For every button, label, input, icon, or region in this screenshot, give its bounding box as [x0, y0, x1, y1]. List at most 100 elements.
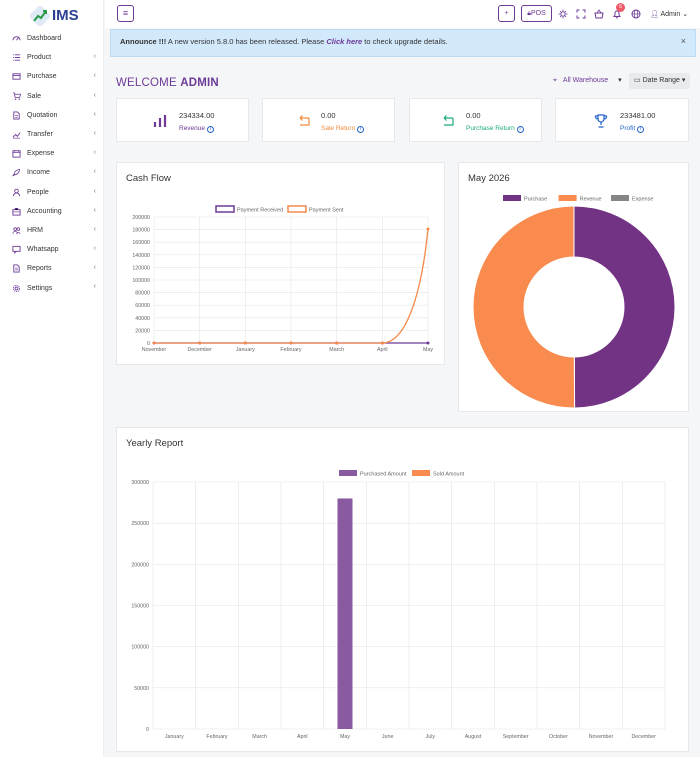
stat-label: Purchase Return i — [466, 125, 524, 133]
y-tick-label: 60000 — [135, 303, 150, 309]
app-logo[interactable]: IMS — [30, 6, 90, 26]
stat-card-profit: 233481.00 Profit i — [555, 98, 689, 142]
warehouse-select[interactable]: ⌖ All Warehouse ▾ — [553, 76, 622, 85]
lock-icon: 🔒︎ — [527, 10, 531, 17]
pie-slice — [573, 205, 676, 409]
calendar-icon — [12, 150, 21, 158]
announcement-banner: Announce !!! A new version 5.8.0 has bee… — [110, 29, 696, 57]
data-point — [289, 341, 293, 345]
globe-icon[interactable] — [631, 9, 641, 19]
fullscreen-icon[interactable] — [576, 9, 586, 19]
x-tick-label: May — [423, 347, 433, 353]
pie-slice — [472, 205, 576, 409]
sidebar-item-label: Transfer — [27, 131, 53, 139]
announcement-text: Announce !!! A new version 5.8.0 has bee… — [120, 37, 448, 46]
legend-label: Purchased Amount — [360, 472, 407, 478]
sidebar-item-income[interactable]: Income ‹ — [0, 163, 104, 182]
add-button[interactable]: + — [498, 5, 515, 22]
gear-icon — [12, 284, 21, 292]
legend-label: Payment Received — [237, 208, 283, 214]
legend-label: Purchase — [524, 197, 547, 203]
brightness-icon[interactable] — [558, 9, 568, 19]
y-tick-label: 140000 — [132, 253, 150, 259]
y-tick-label: 40000 — [135, 316, 150, 322]
chevron-left-icon: ‹ — [93, 245, 96, 253]
data-point — [335, 341, 339, 345]
sidebar-item-label: People — [27, 188, 49, 196]
legend-swatch — [503, 195, 521, 201]
sidebar-item-sale[interactable]: Sale ‹ — [0, 87, 104, 106]
list-icon — [12, 54, 21, 61]
sidebar-item-whatsapp[interactable]: Whatsapp ‹ — [0, 240, 104, 259]
data-point — [426, 341, 430, 345]
y-tick-label: 80000 — [135, 291, 150, 297]
card-icon — [12, 73, 21, 81]
date-range-button[interactable]: ▭ Date Range ▾ — [629, 73, 690, 89]
logo-icon — [30, 6, 50, 26]
sidebar-item-label: Expense — [27, 150, 55, 158]
sidebar-item-quotation[interactable]: Quotation ‹ — [0, 106, 104, 125]
x-tick-label: June — [382, 734, 394, 740]
admin-menu[interactable]: 👤︎ Admin ⌄ — [650, 10, 688, 18]
y-tick-label: 100000 — [132, 278, 150, 284]
stat-card-purchase-return: 0.00 Purchase Return i — [409, 98, 542, 142]
sidebar-item-hrm[interactable]: HRM ‹ — [0, 221, 104, 240]
user-icon: 👤︎ — [650, 11, 659, 18]
sidebar-item-accounting[interactable]: Accounting ‹ — [0, 202, 104, 221]
close-icon[interactable]: × — [680, 36, 686, 46]
data-point — [243, 341, 247, 345]
info-icon[interactable]: i — [206, 126, 214, 133]
sidebar-item-transfer[interactable]: Transfer ‹ — [0, 125, 104, 144]
stat-value: 233481.00 — [620, 111, 656, 120]
chevron-left-icon: ‹ — [93, 129, 96, 137]
trophy-icon — [594, 114, 608, 128]
info-icon[interactable]: i — [636, 126, 644, 133]
info-icon[interactable]: i — [516, 126, 524, 133]
y-tick-label: 160000 — [132, 240, 150, 246]
pos-button[interactable]: 🔒︎POS — [521, 5, 552, 22]
yearly-bar-chart: Purchased Amount Sold Amount 0 50000 100000 1… — [131, 470, 666, 740]
topbar: ≡ + 🔒︎POS 6 👤︎ Admin ⌄ — [105, 0, 700, 28]
chevron-left-icon: ‹ — [93, 283, 96, 291]
month-title: May 2026 — [468, 173, 510, 184]
legend-label: Sold Amount — [433, 472, 465, 478]
dashboard-icon — [12, 36, 21, 41]
sidebar-item-product[interactable]: Product ‹ — [0, 48, 104, 67]
stat-label: Profit i — [620, 125, 644, 133]
sidebar-item-reports[interactable]: Reports ‹ — [0, 259, 104, 278]
y-tick-label: 150000 — [131, 604, 149, 610]
stat-value: 0.00 — [466, 111, 481, 120]
bar — [337, 498, 353, 729]
sidebar-item-expense[interactable]: Expense ‹ — [0, 144, 104, 163]
chevron-left-icon: ‹ — [93, 91, 96, 99]
briefcase-icon — [12, 207, 21, 216]
caret-down-icon: ▾ — [618, 77, 622, 84]
y-tick-label: 120000 — [132, 265, 150, 271]
sidebar-item-dashboard[interactable]: Dashboard — [0, 29, 104, 48]
legend-swatch — [287, 205, 307, 213]
upgrade-link[interactable]: Click here — [326, 37, 363, 46]
chevron-left-icon: ‹ — [93, 149, 96, 157]
stat-label-text: Sale Return — [321, 125, 356, 132]
sidebar-item-label: Income — [27, 169, 50, 177]
x-tick-label: April — [377, 347, 388, 353]
info-icon[interactable]: i — [357, 126, 365, 133]
y-tick-label: 180000 — [132, 228, 150, 234]
sidebar-item-settings[interactable]: Settings ‹ — [0, 278, 104, 297]
person-icon — [12, 188, 21, 196]
sidebar-item-purchase[interactable]: Purchase ‹ — [0, 67, 104, 86]
welcome-heading: WELCOME ADMIN — [116, 77, 219, 89]
stat-value: 234334.00 — [179, 111, 215, 120]
y-tick-label: 200000 — [131, 562, 149, 568]
legend-swatch — [558, 195, 577, 201]
x-tick-label: January — [236, 347, 255, 353]
chevron-left-icon: ‹ — [93, 225, 96, 233]
welcome-prefix: WELCOME — [116, 77, 181, 89]
basket-icon[interactable] — [594, 9, 604, 19]
data-point — [380, 341, 384, 345]
calendar-icon: ▭ — [634, 77, 641, 84]
menu-toggle-button[interactable]: ≡ — [117, 5, 134, 22]
sidebar-item-people[interactable]: People ‹ — [0, 183, 104, 202]
warehouse-label: All Warehouse — [562, 77, 609, 84]
y-tick-label: 250000 — [131, 521, 149, 527]
